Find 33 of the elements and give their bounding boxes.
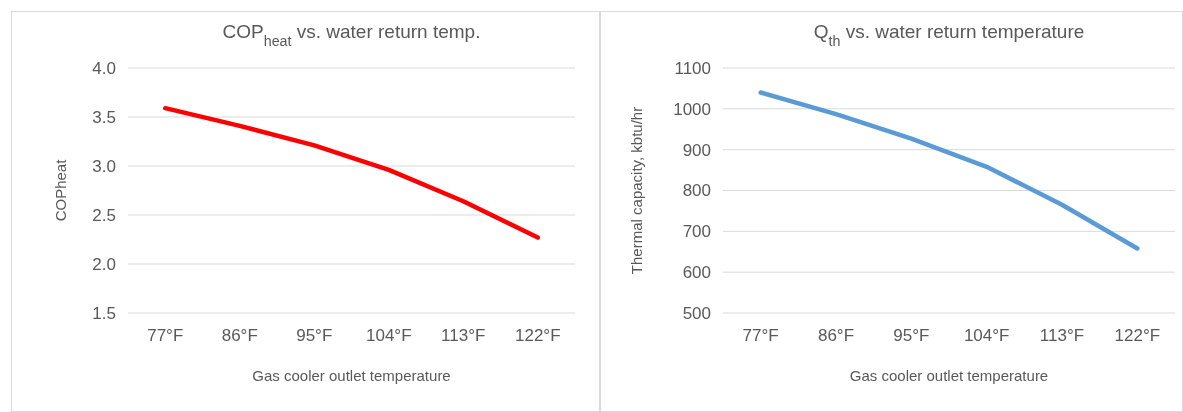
y-tick-label: 4.0 [92,58,116,78]
y-tick-label: 1000 [673,99,711,119]
x-tick-label: 95°F [296,326,333,345]
x-axis-title: Gas cooler outlet temperature [252,367,451,384]
x-tick-label: 113°F [441,326,486,345]
y-axis-title: Thermal capacity, kbtu/hr [628,106,645,275]
line-series [163,105,540,240]
x-tick-label: 86°F [817,326,855,345]
y-tick-label: 2.0 [92,254,116,274]
y-axis-title: COPheat [52,158,69,222]
x-tick-label: 122°F [514,326,561,345]
x-tick-label: 122°F [1114,326,1161,345]
x-tick-label: 77°F [147,326,184,345]
y-tick-label: 500 [682,303,711,323]
y-tick-label: 1.5 [92,303,116,323]
chart-title: COP$_{heat}$ vs. water return temp. [222,21,481,49]
y-tick-label: 2.5 [92,205,116,225]
y-tick-label: 3.0 [92,156,116,176]
x-tick-label: 86°F [221,326,258,345]
x-tick-label: 77°F [742,326,779,345]
x-tick-label: 113°F [1039,326,1085,345]
y-tick-label: 3.5 [92,107,116,127]
y-tick-label: 600 [682,263,711,283]
y-tick-label: 900 [682,140,711,160]
line-series [758,90,1140,251]
y-tick-label: 800 [682,181,711,201]
chart-title: Q$_{th}$ vs. water return temperature [813,21,1085,49]
y-tick-label: 1100 [674,58,711,78]
x-axis-title: Gas cooler outlet temperature [849,367,1049,384]
x-tick-label: 104°F [963,326,1010,345]
y-tick-label: 700 [682,222,711,242]
x-tick-label: 95°F [893,326,930,345]
x-tick-label: 104°F [365,326,412,345]
